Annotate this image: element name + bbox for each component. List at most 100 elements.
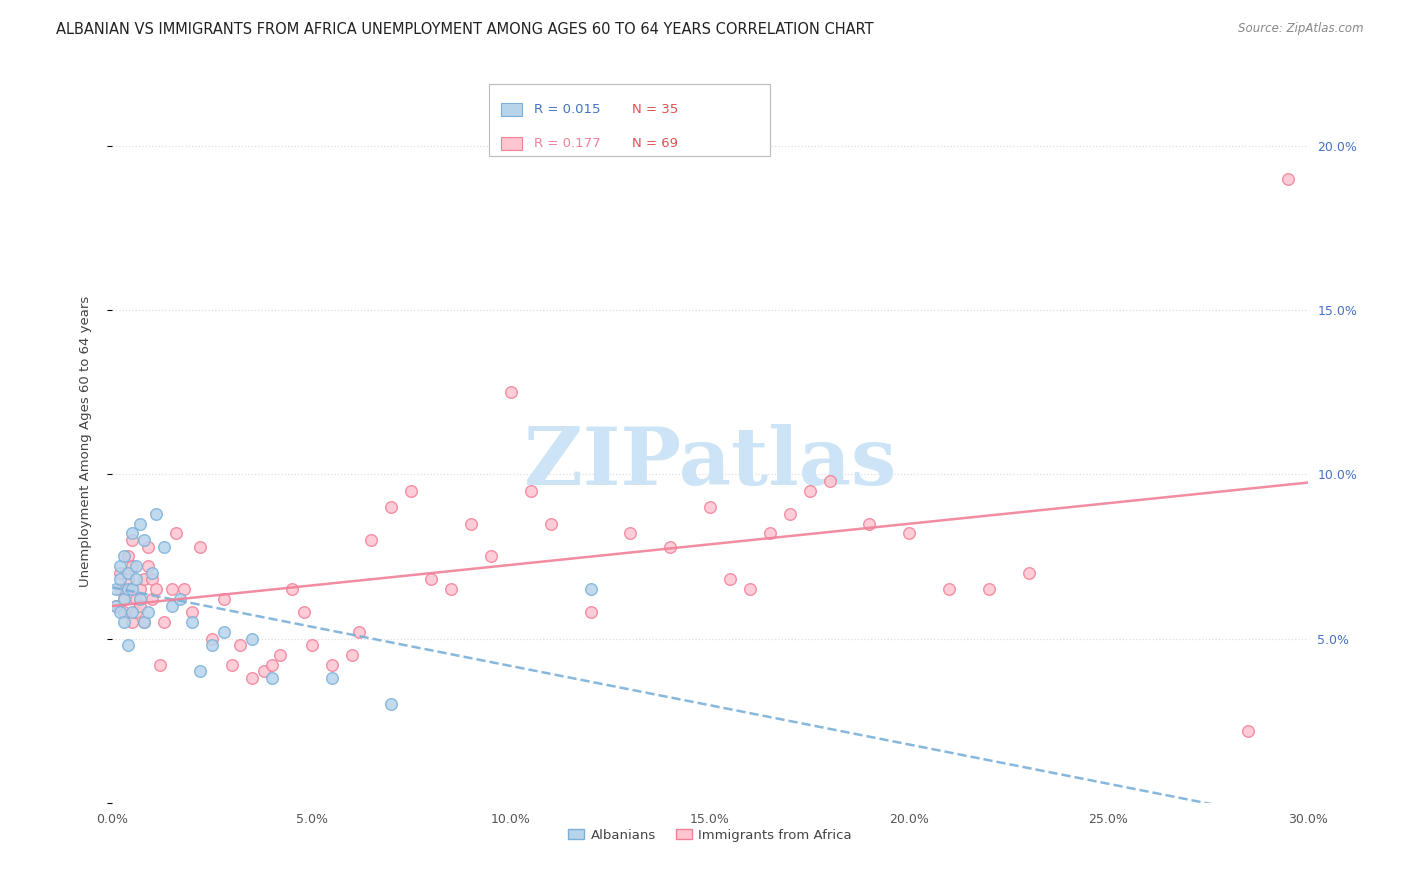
Point: [129, 592, 152, 607]
Text: R = 0.015: R = 0.015: [534, 103, 600, 116]
Point: [260, 657, 283, 672]
Point: [1237, 723, 1260, 738]
Point: [269, 648, 291, 662]
Point: [292, 605, 315, 619]
Point: [125, 605, 148, 619]
Text: Source: ZipAtlas.com: Source: ZipAtlas.com: [1239, 22, 1364, 36]
FancyBboxPatch shape: [489, 84, 770, 156]
Point: [121, 526, 143, 541]
FancyBboxPatch shape: [501, 136, 523, 150]
Point: [125, 592, 148, 607]
Point: [117, 573, 139, 587]
Point: [145, 582, 167, 597]
Point: [105, 582, 128, 597]
Point: [141, 592, 163, 607]
Point: [141, 566, 163, 580]
Point: [117, 638, 139, 652]
Point: [153, 615, 176, 630]
Point: [134, 615, 156, 630]
Point: [125, 559, 148, 574]
Point: [105, 599, 128, 613]
Point: [440, 582, 463, 597]
Point: [659, 540, 682, 554]
Point: [818, 474, 841, 488]
Point: [162, 599, 183, 613]
Point: [401, 483, 423, 498]
Text: ZIPatlas: ZIPatlas: [524, 425, 896, 502]
Point: [117, 566, 139, 580]
Point: [138, 540, 160, 554]
Point: [321, 671, 343, 685]
Point: [110, 566, 132, 580]
Point: [153, 540, 176, 554]
Point: [114, 592, 135, 607]
Point: [149, 657, 172, 672]
Point: [281, 582, 304, 597]
Point: [460, 516, 482, 531]
Point: [134, 533, 156, 547]
Point: [212, 625, 235, 640]
Point: [121, 615, 143, 630]
Point: [221, 657, 243, 672]
Point: [738, 582, 761, 597]
Point: [173, 582, 195, 597]
Point: [110, 559, 132, 574]
Point: [340, 648, 363, 662]
Point: [129, 516, 152, 531]
Point: [540, 516, 562, 531]
Point: [114, 605, 135, 619]
Point: [121, 533, 143, 547]
Point: [105, 599, 128, 613]
Point: [977, 582, 1000, 597]
Point: [579, 605, 602, 619]
Point: [579, 582, 602, 597]
Point: [134, 573, 156, 587]
Point: [420, 573, 443, 587]
Point: [181, 605, 204, 619]
Point: [201, 632, 224, 646]
Point: [520, 483, 543, 498]
Point: [212, 592, 235, 607]
Point: [110, 573, 132, 587]
Point: [229, 638, 252, 652]
Point: [858, 516, 880, 531]
Point: [380, 500, 402, 515]
Point: [181, 615, 204, 630]
Point: [114, 615, 135, 630]
Point: [129, 582, 152, 597]
Point: [114, 549, 135, 564]
Text: N = 69: N = 69: [633, 136, 678, 150]
Point: [134, 615, 156, 630]
Point: [121, 605, 143, 619]
Point: [699, 500, 721, 515]
Point: [260, 671, 283, 685]
Point: [117, 549, 139, 564]
FancyBboxPatch shape: [501, 103, 523, 116]
Point: [321, 657, 343, 672]
Point: [380, 698, 402, 712]
Point: [138, 559, 160, 574]
Point: [117, 582, 139, 597]
Point: [759, 526, 782, 541]
Text: N = 35: N = 35: [633, 103, 679, 116]
Point: [619, 526, 641, 541]
Point: [718, 573, 741, 587]
Point: [121, 559, 143, 574]
Point: [301, 638, 323, 652]
Point: [898, 526, 921, 541]
Point: [141, 573, 163, 587]
Point: [799, 483, 821, 498]
Legend: Albanians, Immigrants from Africa: Albanians, Immigrants from Africa: [562, 823, 858, 847]
Point: [145, 507, 167, 521]
Point: [499, 385, 522, 400]
Point: [253, 665, 276, 679]
Point: [240, 671, 263, 685]
Point: [201, 638, 224, 652]
Point: [1277, 171, 1299, 186]
Point: [110, 582, 132, 597]
Text: ALBANIAN VS IMMIGRANTS FROM AFRICA UNEMPLOYMENT AMONG AGES 60 TO 64 YEARS CORREL: ALBANIAN VS IMMIGRANTS FROM AFRICA UNEMP…: [56, 22, 875, 37]
Point: [1018, 566, 1040, 580]
Point: [188, 665, 211, 679]
Y-axis label: Unemployment Among Ages 60 to 64 years: Unemployment Among Ages 60 to 64 years: [79, 296, 91, 587]
Point: [162, 582, 183, 597]
